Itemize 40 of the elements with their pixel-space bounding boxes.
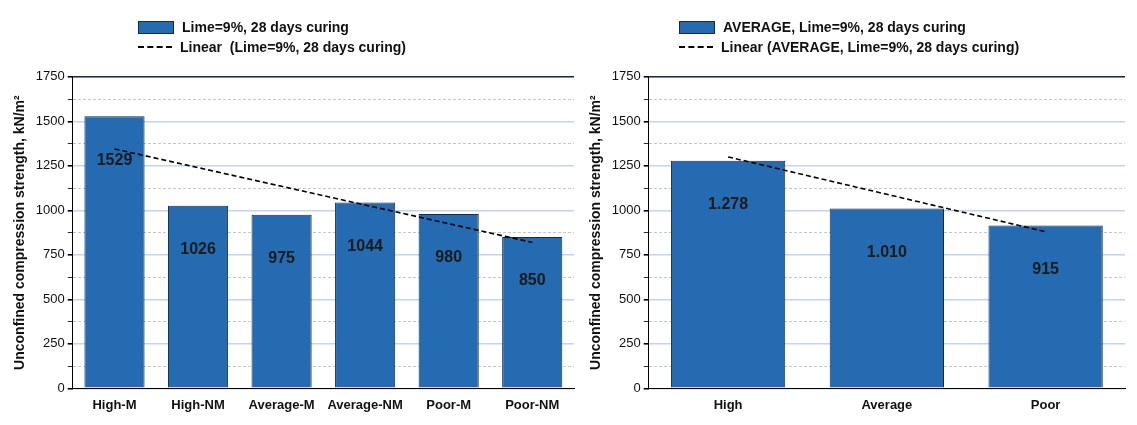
y-tick-label: 1500	[35, 112, 65, 128]
y-tick-label: 1750	[35, 68, 65, 84]
y-tick-label: 500	[619, 290, 641, 306]
y-tick-label: 1250	[611, 157, 641, 173]
data-label: 1044	[347, 236, 384, 254]
x-tick-label: Poor	[1030, 396, 1061, 412]
data-label: 1.010	[866, 242, 907, 260]
y-tick-label: 1250	[35, 157, 65, 173]
y-axis-title: Unconfined compression strength, kN/m²	[11, 94, 28, 370]
y-tick-label: 1000	[611, 201, 641, 217]
x-tick-label: Average-NM	[327, 396, 403, 412]
data-label: 1529	[96, 150, 133, 168]
data-label: 975	[268, 249, 296, 267]
data-label: 1.278	[708, 195, 749, 213]
data-label: 915	[1032, 259, 1060, 277]
x-tick-label: Poor-M	[426, 396, 472, 412]
x-tick-label: High	[713, 396, 743, 412]
y-tick-label: 250	[43, 335, 65, 351]
x-tick-label: Average-M	[248, 396, 315, 412]
legend-label: AVERAGE, Lime=9%, 28 days curing	[723, 19, 966, 35]
y-tick-label: 1750	[611, 68, 641, 84]
legend-label: Lime=9%, 28 days curing	[182, 19, 349, 35]
y-tick-label: 750	[619, 246, 641, 262]
y-tick-label: 1500	[611, 112, 641, 128]
data-label: 1026	[180, 240, 216, 258]
x-tick-label: High-M	[92, 396, 137, 412]
legend-label: Linear (Lime=9%, 28 days curing)	[180, 39, 407, 55]
x-tick-label: High-NM	[171, 396, 225, 412]
legend-label: Linear (AVERAGE, Lime=9%, 28 days curing)	[721, 39, 1020, 55]
y-tick-label: 1000	[35, 201, 65, 217]
x-tick-label: Average	[861, 396, 913, 412]
data-label: 980	[435, 248, 463, 266]
y-tick-label: 0	[633, 379, 641, 395]
y-tick-label: 0	[57, 379, 65, 395]
x-tick-label: Poor-NM	[505, 396, 560, 412]
y-tick-label: 500	[43, 290, 65, 306]
y-tick-label: 250	[619, 335, 641, 351]
y-axis-title: Unconfined compression strength, kN/m²	[587, 94, 604, 370]
data-label: 850	[518, 271, 546, 289]
y-tick-label: 750	[43, 246, 65, 262]
